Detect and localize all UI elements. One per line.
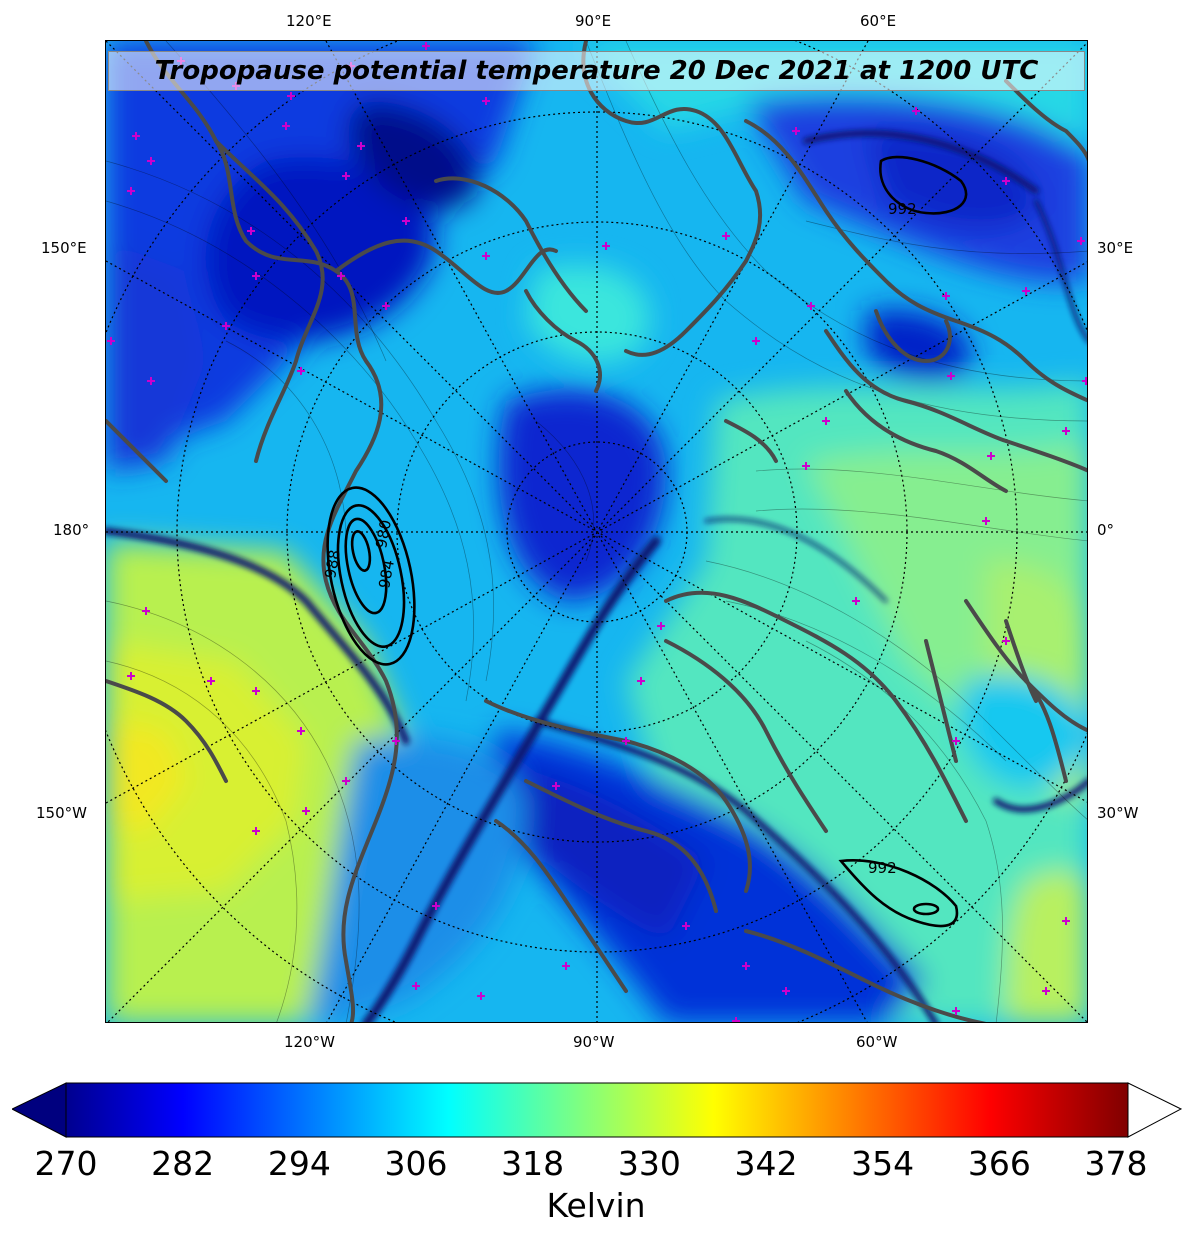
lon-label-left-1: 150°E	[41, 239, 87, 257]
colorbar	[12, 1082, 1182, 1138]
lon-label-top-3: 60°E	[860, 12, 897, 30]
frontal-bands	[106, 130, 1087, 1022]
low-contour-core	[350, 530, 372, 572]
pressure-contours	[326, 155, 968, 928]
station-markers	[107, 42, 1087, 1022]
map-title: Tropopause potential temperature 20 Dec …	[108, 51, 1085, 91]
lon-label-right-1: 30°E	[1097, 239, 1134, 257]
low-contour-outer	[326, 486, 416, 666]
lon-label-right-2: 0°	[1097, 521, 1115, 539]
lon-label-bottom-3: 60°W	[856, 1033, 898, 1051]
colorbar-tick-label: 378	[1084, 1144, 1148, 1183]
lon-label-left-2: 180°	[53, 521, 90, 539]
temperature-field	[106, 41, 1087, 1022]
graticule	[106, 41, 1087, 1022]
coastlines	[106, 41, 1087, 1022]
low-contour-upper-right	[879, 155, 968, 215]
low-contour-lower-right	[838, 859, 959, 928]
colorbar-tick-label: 306	[384, 1144, 448, 1183]
colorbar-body	[65, 1082, 1129, 1138]
contour-label: 992	[888, 200, 917, 218]
contour-label: 984	[375, 558, 398, 589]
colorbar-tick-label: 294	[267, 1144, 331, 1183]
colorbar-tick-label: 318	[501, 1144, 565, 1183]
isentrope-lines	[106, 41, 1087, 1022]
lon-label-left-3: 150°W	[36, 804, 87, 822]
low-contour-inner	[344, 517, 388, 615]
contour-labels: 992 980 984 988 992	[321, 200, 916, 877]
lon-label-bottom-1: 120°W	[284, 1033, 335, 1051]
colorbar-extend-min	[12, 1082, 67, 1138]
colorbar-tick-label: 270	[34, 1144, 98, 1183]
colorbar-tick-label: 354	[851, 1144, 915, 1183]
lon-label-right-3: 30°W	[1097, 804, 1139, 822]
colorbar-unit-label: Kelvin	[546, 1186, 646, 1225]
low-contour-lower-right-core	[912, 902, 940, 916]
potential-temperature-map: 992 980 984 988 992	[106, 41, 1087, 1022]
colorbar-tick-label: 366	[967, 1144, 1031, 1183]
colorbar-tick-label: 330	[617, 1144, 681, 1183]
map-panel: 992 980 984 988 992 Tropopause potential…	[105, 40, 1088, 1023]
contour-label: 992	[868, 859, 897, 877]
lon-label-bottom-2: 90°W	[573, 1033, 615, 1051]
colorbar-extend-max	[1127, 1082, 1182, 1138]
colorbar-tick-label: 342	[734, 1144, 798, 1183]
low-contour-mid	[336, 503, 406, 649]
lon-label-top-1: 120°E	[286, 12, 332, 30]
lon-label-top-2: 90°E	[575, 12, 612, 30]
contour-label: 980	[372, 518, 395, 549]
colorbar-tick-label: 282	[151, 1144, 215, 1183]
contour-label: 988	[321, 548, 344, 579]
